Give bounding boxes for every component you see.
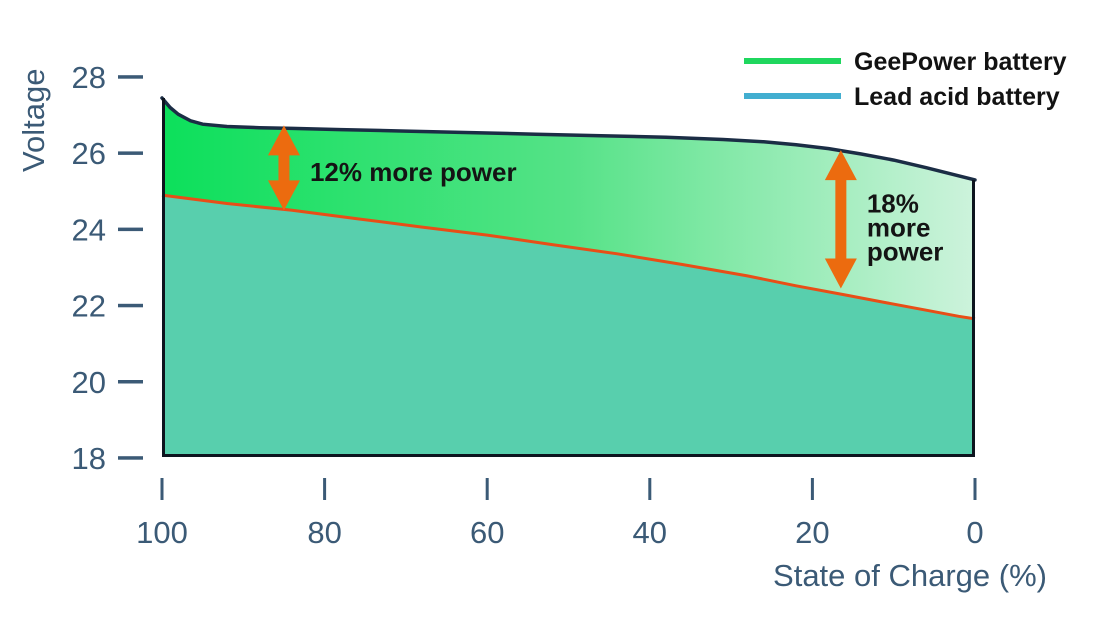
- more-power-label: more: [867, 212, 931, 242]
- chart-areas: [160, 96, 977, 457]
- geepower-curve: [160, 96, 977, 182]
- x-tick-label: 40: [633, 515, 667, 550]
- x-axis-title: State of Charge (%): [773, 558, 1047, 593]
- x-tick-mark: [323, 478, 327, 500]
- more-power-arrow: [824, 150, 857, 289]
- y-tick-mark: [118, 151, 143, 155]
- x-tick-mark: [810, 478, 814, 500]
- y-axis-title: Voltage: [16, 69, 51, 172]
- legend: GeePower battery Lead acid battery: [744, 48, 1067, 111]
- x-tick-label: 0: [966, 515, 983, 550]
- lead-acid-area: [162, 195, 975, 457]
- x-tick-label: 80: [307, 515, 341, 550]
- y-tick-label: 18: [72, 441, 106, 476]
- more-power-label: 12% more power: [310, 157, 517, 187]
- y-tick-label: 22: [72, 289, 106, 324]
- lead-acid-curve: [161, 193, 976, 321]
- y-tick-label: 24: [72, 212, 106, 247]
- more-power-label: 18%: [867, 188, 919, 218]
- x-tick-label: 20: [795, 515, 829, 550]
- x-tick-label: 60: [470, 515, 504, 550]
- x-tick-mark: [160, 478, 164, 500]
- x-tick-mark: [485, 478, 489, 500]
- x-axis-ticks: 100 80 60 40 20 0: [136, 478, 984, 550]
- x-tick-mark: [648, 478, 652, 500]
- y-axis-ticks: 28 26 24 22 20 18: [72, 60, 143, 476]
- y-tick-mark: [118, 456, 143, 460]
- more-power-label: power: [867, 236, 944, 266]
- y-tick-label: 26: [72, 136, 106, 171]
- y-tick-mark: [118, 75, 143, 79]
- y-tick-mark: [118, 303, 143, 308]
- x-tick-label: 100: [136, 515, 188, 550]
- legend-label-geepower: GeePower battery: [854, 48, 1067, 76]
- legend-label-leadacid: Lead acid battery: [854, 83, 1060, 111]
- y-tick-label: 28: [72, 60, 106, 95]
- more-power-arrow: [267, 125, 300, 211]
- x-tick-mark: [973, 478, 977, 500]
- geepower-area: [162, 98, 975, 319]
- y-tick-mark: [118, 380, 143, 384]
- y-tick-label: 20: [72, 365, 106, 400]
- y-tick-mark: [118, 227, 143, 232]
